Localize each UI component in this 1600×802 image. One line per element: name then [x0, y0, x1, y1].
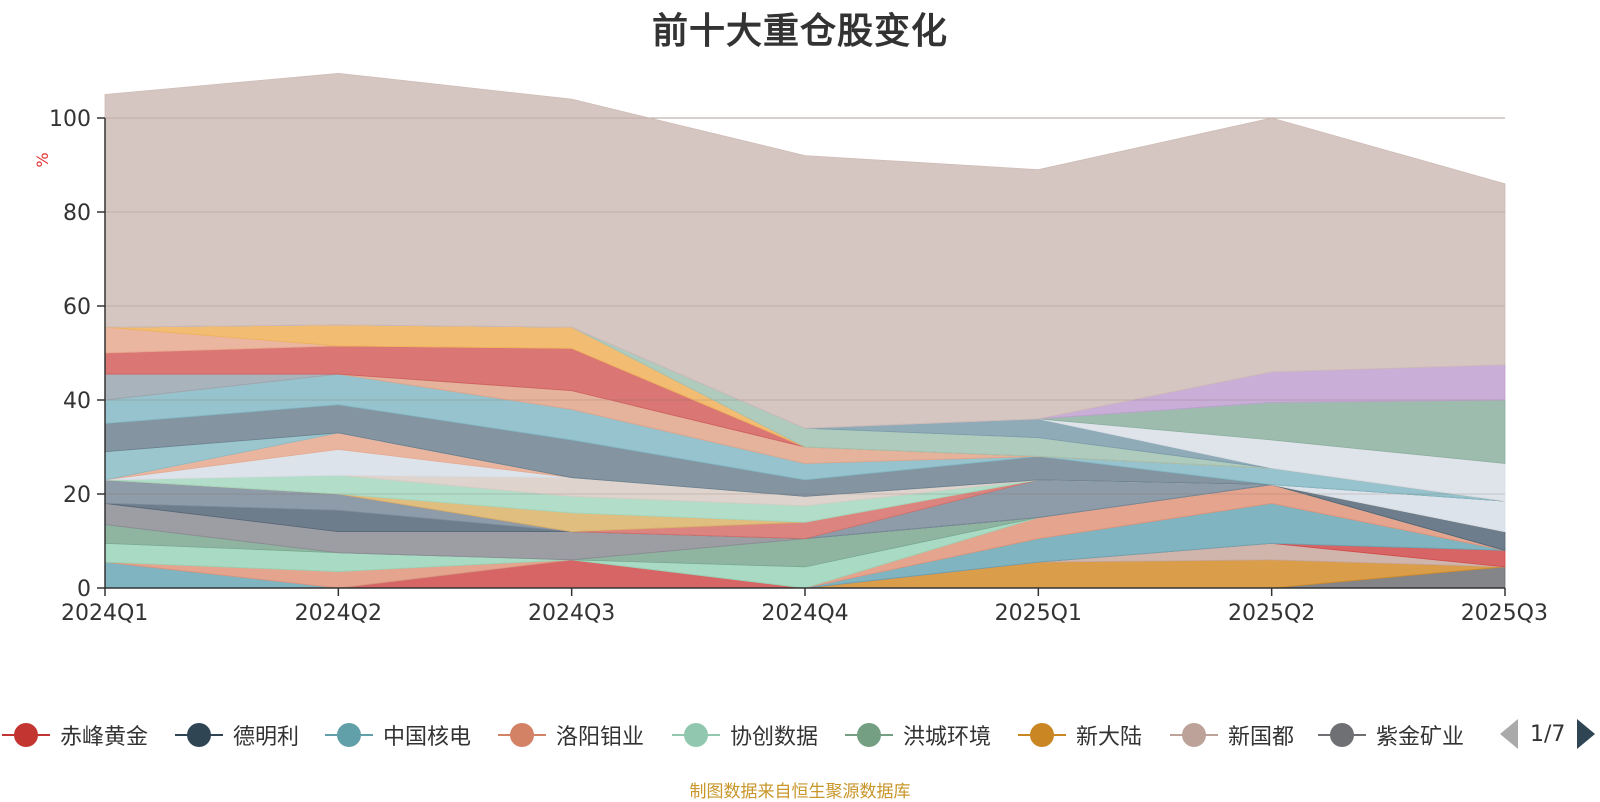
legend-marker-icon: [498, 720, 546, 750]
legend-marker-icon: [1018, 720, 1066, 750]
x-tick-label-0: 2024Q1: [61, 601, 148, 626]
legend-label: 紫金矿业: [1376, 725, 1465, 750]
legend-label: 洪城环境: [903, 725, 992, 750]
legend-label: 协创数据: [730, 725, 819, 750]
legend-page-indicator: 1/7: [1530, 721, 1566, 747]
legend-label: 新国都: [1228, 725, 1295, 750]
legend-marker-icon: [845, 720, 893, 750]
legend-item[interactable]: 新国都: [1170, 715, 1294, 755]
legend-marker-icon: [175, 720, 223, 750]
legend-item[interactable]: 洛阳钼业: [498, 715, 644, 755]
stacked-area-chart: 0 20 40 60 80 100 2024Q1 2024Q2 2024Q3 2024Q4 2025…: [33, 72, 1548, 626]
legend-item[interactable]: 紫金矿业: [1318, 715, 1464, 755]
x-tick-label-1: 2024Q2: [295, 601, 382, 626]
legend-marker-icon: [672, 720, 720, 750]
x-tick-label-4: 2025Q1: [995, 601, 1082, 626]
y-axis-unit-label: %: [33, 152, 52, 167]
y-tick-label-60: 60: [63, 295, 91, 320]
legend-label: 中国核电: [383, 725, 472, 750]
legend-item[interactable]: 协创数据: [672, 715, 818, 755]
chart-title: 前十大重仓股变化: [651, 11, 948, 52]
legend-prev-arrow-icon[interactable]: [1500, 719, 1518, 749]
y-tick-label-20: 20: [63, 483, 91, 508]
x-tick-label-6: 2025Q3: [1461, 601, 1548, 626]
legend-item[interactable]: 德明利: [175, 715, 299, 755]
legend: 赤峰黄金 德明利 中国核电 洛阳钼业 协创数据 洪城环境 新大陆 新国都 紫金矿业: [0, 715, 1480, 755]
y-tick-label-40: 40: [63, 389, 91, 414]
legend-next-arrow-icon[interactable]: [1577, 719, 1596, 749]
x-tick-label-3: 2024Q4: [761, 601, 848, 626]
legend-pager: 1/7: [1500, 716, 1596, 752]
legend-label: 德明利: [233, 725, 300, 750]
y-tick-label-0: 0: [77, 577, 91, 602]
legend-label: 洛阳钼业: [556, 725, 645, 750]
legend-item[interactable]: 新大陆: [1018, 715, 1142, 755]
legend-marker-icon: [1318, 720, 1366, 750]
legend-label: 赤峰黄金: [60, 725, 149, 750]
legend-marker-icon: [2, 720, 50, 750]
y-tick-label-100: 100: [49, 107, 91, 132]
legend-marker-icon: [1170, 720, 1218, 750]
legend-item[interactable]: 赤峰黄金: [2, 715, 148, 755]
legend-item[interactable]: 洪城环境: [845, 715, 991, 755]
legend-label: 新大陆: [1076, 725, 1143, 750]
x-tick-label-5: 2025Q2: [1228, 601, 1315, 626]
y-tick-label-80: 80: [63, 201, 91, 226]
data-source-note: 制图数据来自恒生聚源数据库: [689, 782, 911, 802]
legend-marker-icon: [325, 720, 373, 750]
legend-item[interactable]: 中国核电: [325, 715, 471, 755]
x-tick-label-2: 2024Q3: [528, 601, 615, 626]
